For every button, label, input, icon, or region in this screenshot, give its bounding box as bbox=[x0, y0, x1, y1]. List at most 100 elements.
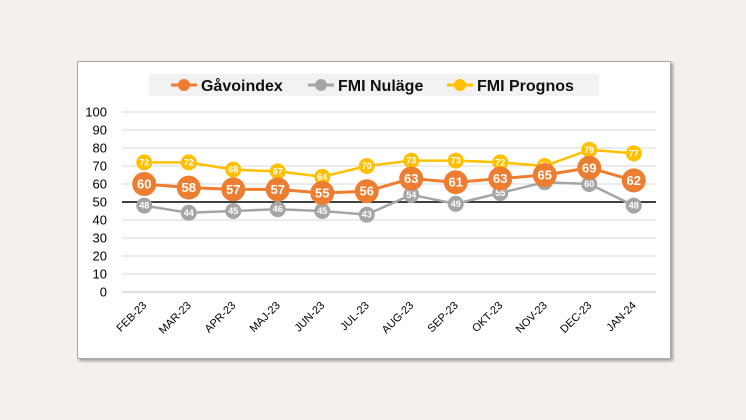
data-point bbox=[225, 203, 242, 219]
data-label: 72 bbox=[139, 157, 149, 167]
data-point bbox=[136, 197, 153, 214]
data-label: 65 bbox=[538, 168, 552, 183]
series-line bbox=[144, 180, 635, 216]
data-label: 68 bbox=[228, 165, 238, 175]
data-point bbox=[132, 172, 157, 196]
y-tick-label: 40 bbox=[93, 213, 107, 228]
data-label: 61 bbox=[449, 175, 463, 190]
data-label: 58 bbox=[182, 180, 196, 195]
chart-frame: Gåvoindex FMI Nuläge FMI Prognos 0 10 20 30 40… bbox=[77, 61, 671, 359]
legend-marker bbox=[454, 79, 466, 91]
x-tick-label: JAN-24 bbox=[604, 300, 638, 334]
data-label: 67 bbox=[273, 166, 283, 176]
data-point bbox=[447, 152, 464, 169]
data-label: 60 bbox=[584, 179, 594, 189]
series-fmi-nulage: 48 44 45 46 45 43 54 49 55 61 60 48 bbox=[136, 174, 642, 223]
legend-marker bbox=[178, 79, 190, 91]
data-point bbox=[314, 203, 331, 219]
data-label: 62 bbox=[627, 173, 641, 188]
y-tick-label: 70 bbox=[93, 159, 107, 174]
y-tick-label: 60 bbox=[93, 177, 107, 192]
data-label: 57 bbox=[271, 182, 285, 197]
x-tick-label: OKT-23 bbox=[470, 300, 505, 335]
x-tick-label: JUN-23 bbox=[293, 300, 328, 335]
data-label: 64 bbox=[317, 172, 327, 182]
data-point bbox=[180, 204, 197, 221]
y-tick-label: 80 bbox=[93, 141, 107, 156]
data-label: 48 bbox=[629, 201, 639, 211]
data-point bbox=[310, 181, 335, 205]
data-point bbox=[221, 177, 246, 202]
legend-marker bbox=[315, 79, 327, 91]
data-point bbox=[354, 179, 379, 204]
data-label: 55 bbox=[315, 186, 329, 201]
y-tick-label: 100 bbox=[85, 105, 107, 120]
data-label: 72 bbox=[495, 157, 505, 167]
data-point bbox=[403, 186, 420, 203]
data-point bbox=[136, 154, 153, 171]
series-gavoindex: 60 58 57 57 55 56 63 61 63 65 69 62 bbox=[132, 155, 646, 205]
data-label: 43 bbox=[362, 210, 372, 220]
data-point bbox=[443, 170, 468, 195]
x-tick-label: MAJ-23 bbox=[248, 300, 283, 335]
data-label: 73 bbox=[406, 156, 416, 166]
legend-label: Gåvoindex bbox=[201, 77, 283, 95]
y-tick-label: 50 bbox=[93, 195, 107, 210]
data-label: 46 bbox=[273, 204, 283, 214]
data-point bbox=[314, 168, 331, 185]
data-label: 70 bbox=[362, 161, 372, 171]
data-label: 49 bbox=[451, 199, 461, 209]
legend-item: FMI Prognos bbox=[447, 78, 574, 95]
x-tick-label: AUG-23 bbox=[380, 300, 417, 337]
data-point bbox=[621, 168, 646, 193]
data-label: 63 bbox=[493, 171, 507, 186]
data-label: 60 bbox=[137, 177, 151, 192]
series-group: 48 44 45 46 45 43 54 49 55 61 60 48 72 72 68 67 64 70 73 73… bbox=[132, 141, 646, 223]
line-chart: Gåvoindex FMI Nuläge FMI Prognos 0 10 20 30 40… bbox=[85, 74, 656, 337]
data-point bbox=[532, 163, 557, 187]
legend-item: FMI Nuläge bbox=[308, 78, 423, 95]
data-point bbox=[581, 176, 598, 192]
data-label: 55 bbox=[495, 188, 505, 198]
data-point bbox=[269, 163, 286, 180]
data-label: 54 bbox=[406, 190, 416, 200]
data-label: 56 bbox=[360, 184, 374, 199]
data-point bbox=[447, 195, 464, 212]
data-label: 77 bbox=[629, 148, 639, 158]
data-label: 63 bbox=[404, 171, 418, 186]
data-label: 73 bbox=[451, 156, 461, 166]
data-point bbox=[577, 155, 602, 180]
data-point bbox=[625, 197, 642, 214]
legend-label: FMI Nuläge bbox=[338, 78, 423, 95]
data-point bbox=[265, 177, 290, 202]
y-tick-label: 90 bbox=[93, 123, 107, 138]
data-point bbox=[488, 166, 513, 191]
data-point bbox=[625, 145, 642, 162]
y-tick-label: 20 bbox=[93, 249, 107, 264]
y-axis: 0 10 20 30 40 50 60 70 80 90 100 bbox=[85, 105, 107, 300]
data-point bbox=[180, 154, 197, 171]
legend-label: FMI Prognos bbox=[477, 78, 574, 95]
y-tick-label: 10 bbox=[93, 267, 107, 282]
data-label: 44 bbox=[184, 208, 194, 218]
series-line bbox=[144, 166, 635, 195]
x-tick-label: SEP-23 bbox=[426, 300, 461, 335]
data-point bbox=[581, 141, 598, 158]
data-label: 72 bbox=[184, 157, 194, 167]
series-fmi-prognos: 727268676470737372707977 bbox=[136, 141, 642, 185]
data-point bbox=[225, 161, 242, 178]
legend: Gåvoindex FMI Nuläge FMI Prognos bbox=[171, 77, 574, 95]
data-label: 57 bbox=[226, 182, 240, 197]
data-label: 45 bbox=[228, 206, 238, 216]
data-point bbox=[358, 206, 375, 223]
x-tick-label: DEC-23 bbox=[558, 300, 594, 336]
data-label: 45 bbox=[317, 206, 327, 216]
legend-background bbox=[149, 74, 599, 96]
x-tick-label: APR-23 bbox=[203, 300, 239, 336]
legend-item: Gåvoindex bbox=[171, 77, 283, 95]
x-tick-label: FEB-23 bbox=[115, 300, 150, 335]
y-tick-label: 30 bbox=[93, 231, 107, 246]
data-point bbox=[403, 152, 420, 169]
x-tick-label: NOV-23 bbox=[514, 300, 550, 336]
data-point bbox=[358, 158, 375, 174]
